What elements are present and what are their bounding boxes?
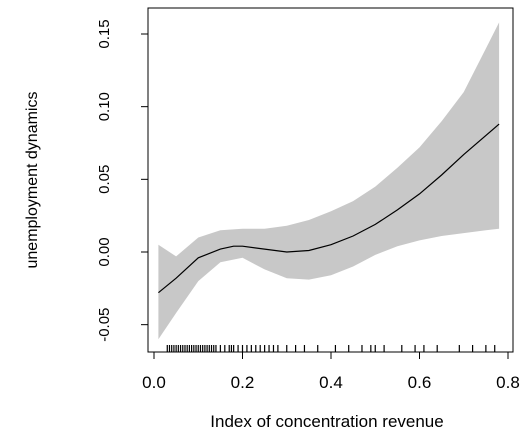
y-tick-label: -0.05 (96, 308, 113, 342)
x-axis-title: Index of concentration revenue (210, 412, 443, 431)
x-tick-label: 0.2 (231, 373, 255, 392)
x-tick-label: 0.0 (142, 373, 166, 392)
y-tick-label: 0.10 (96, 92, 113, 121)
confidence-band (158, 22, 500, 340)
y-tick-label: 0.15 (96, 19, 113, 48)
plot-area (158, 22, 500, 352)
x-tick-label: 0.8 (496, 373, 520, 392)
rug (166, 345, 496, 352)
axes: 0.0 0.2 0.4 0.6 0.8 -0.05 0.00 0.05 0.10 0.15 (96, 7, 520, 392)
y-tick-label: 0.05 (96, 165, 113, 194)
y-axis-title: unemployment dynamics (24, 92, 41, 269)
x-tick-label: 0.6 (408, 373, 432, 392)
series-line (158, 123, 500, 294)
x-tick-label: 0.4 (319, 373, 343, 392)
y-tick-label: 0.00 (96, 237, 113, 266)
